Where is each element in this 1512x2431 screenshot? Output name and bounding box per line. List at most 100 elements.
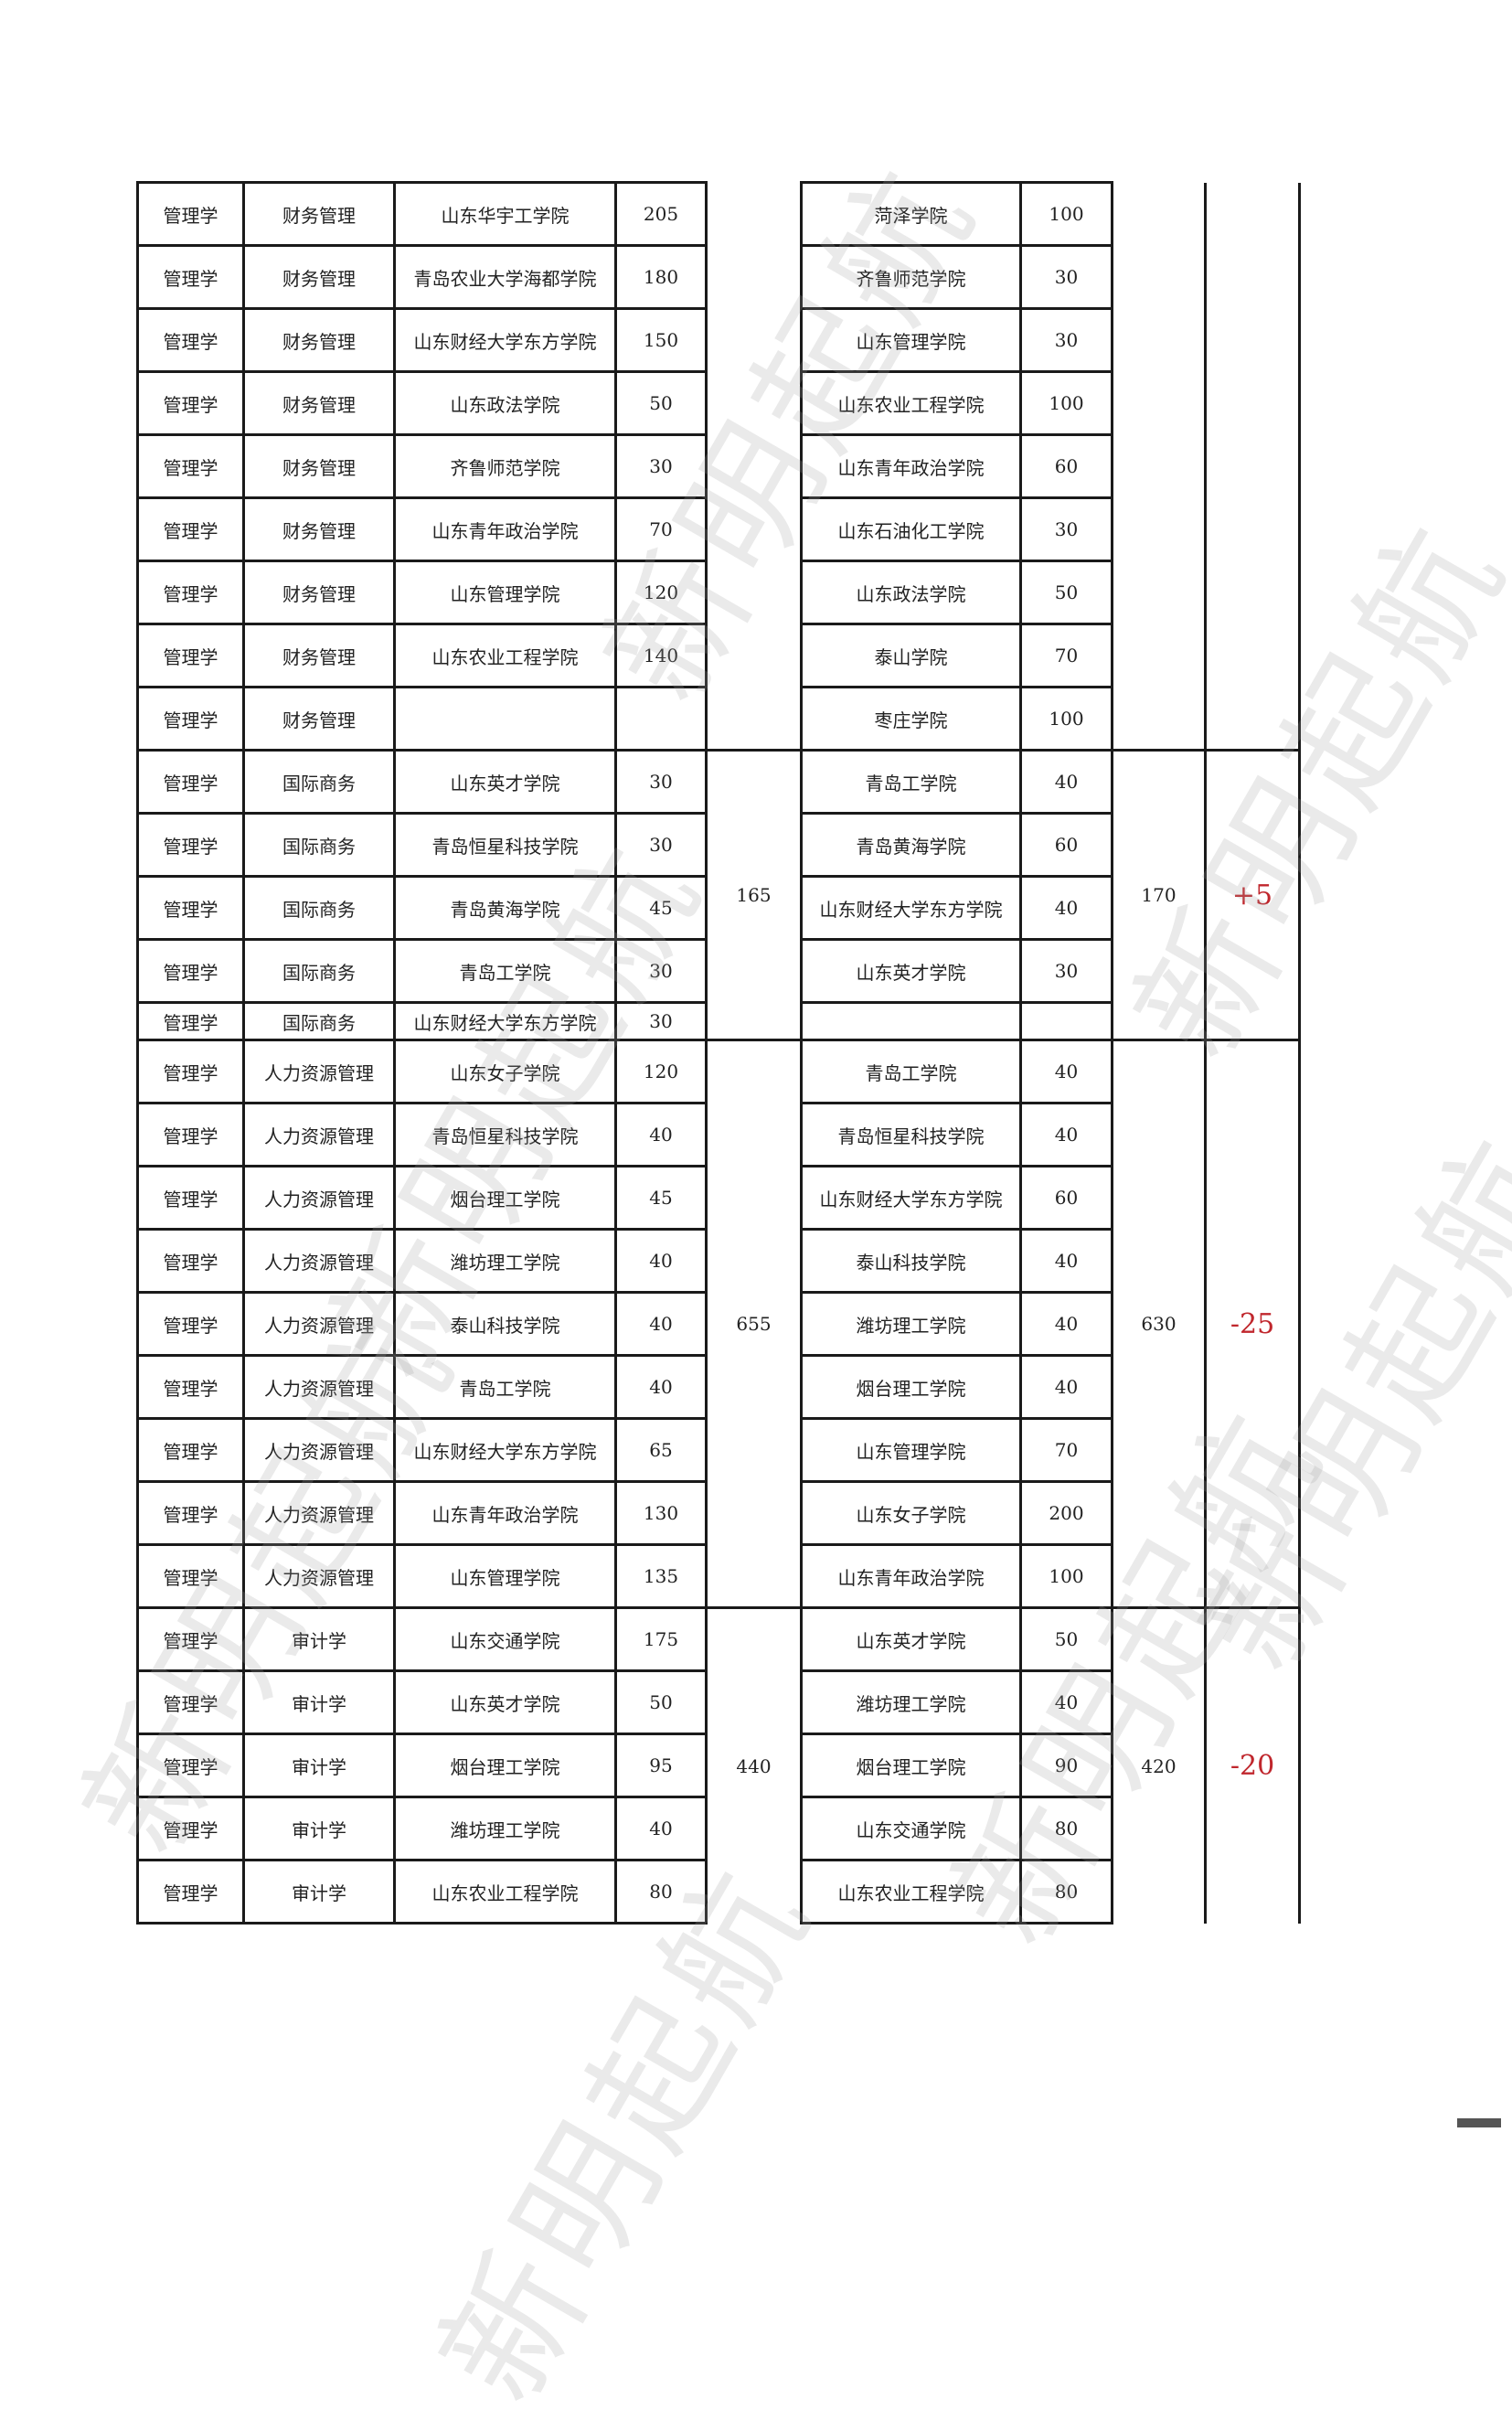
- table-row: 管理学 国际商务 山东财经大学东方学院 30: [136, 1001, 1300, 1041]
- change-cell: +5: [1204, 749, 1301, 1041]
- quota-cell: 80: [614, 1859, 708, 1925]
- new-school-cell: 山东财经大学东方学院: [800, 875, 1022, 941]
- school-cell: 山东管理学院: [393, 560, 617, 625]
- change-cell: -25: [1204, 1039, 1301, 1609]
- school-cell: 山东英才学院: [393, 749, 617, 815]
- change-cell: -20: [1204, 1606, 1301, 1924]
- new-school-cell: 山东石油化工学院: [800, 496, 1022, 562]
- quota-cell: 30: [614, 433, 708, 499]
- quota-cell: 65: [614, 1417, 708, 1483]
- table-row: 管理学 人力资源管理 青岛恒星科技学院 40 青岛恒星科技学院 40: [136, 1102, 1300, 1168]
- new-quota-cell: 200: [1019, 1480, 1113, 1546]
- new-school-cell: 潍坊理工学院: [800, 1669, 1022, 1735]
- new-quota-cell: 30: [1019, 938, 1113, 1004]
- new-quota-cell: 50: [1019, 1606, 1113, 1672]
- discipline-cell: 管理学: [136, 1354, 245, 1420]
- discipline-cell: 管理学: [136, 875, 245, 941]
- major-cell: 人力资源管理: [242, 1228, 396, 1294]
- new-school-cell: 青岛工学院: [800, 1039, 1022, 1104]
- new-school-cell: 泰山学院: [800, 623, 1022, 688]
- school-cell: [393, 686, 617, 752]
- major-cell: 财务管理: [242, 181, 396, 247]
- new-quota-cell: 80: [1019, 1859, 1113, 1925]
- discipline-cell: 管理学: [136, 244, 245, 310]
- table-row: 管理学 财务管理 山东农业工程学院 140 泰山学院 70: [136, 623, 1300, 688]
- major-cell: 国际商务: [242, 938, 396, 1004]
- discipline-cell: 管理学: [136, 749, 245, 815]
- new-school-cell: 山东交通学院: [800, 1796, 1022, 1861]
- change-cell: [1204, 182, 1301, 752]
- table-row: 管理学 人力资源管理 泰山科技学院 40 潍坊理工学院 40: [136, 1291, 1300, 1357]
- table-row: 管理学 财务管理 山东政法学院 50 山东农业工程学院 100: [136, 370, 1300, 436]
- new-school-cell: 山东财经大学东方学院: [800, 1165, 1022, 1231]
- new-quota-cell: [1019, 1001, 1113, 1041]
- new-quota-cell: 60: [1019, 1165, 1113, 1231]
- new-school-cell: 山东农业工程学院: [800, 370, 1022, 436]
- major-cell: 财务管理: [242, 496, 396, 562]
- school-cell: 山东青年政治学院: [393, 1480, 617, 1546]
- quota-cell: 45: [614, 875, 708, 941]
- discipline-cell: 管理学: [136, 1228, 245, 1294]
- major-cell: 财务管理: [242, 560, 396, 625]
- total-after-cell: [1111, 182, 1207, 752]
- new-quota-cell: 40: [1019, 1669, 1113, 1735]
- table-row: 管理学 审计学 山东英才学院 50 潍坊理工学院 40: [136, 1669, 1300, 1735]
- discipline-cell: 管理学: [136, 1417, 245, 1483]
- new-school-cell: 烟台理工学院: [800, 1733, 1022, 1798]
- new-quota-cell: 100: [1019, 686, 1113, 752]
- major-cell: 人力资源管理: [242, 1417, 396, 1483]
- new-school-cell: 山东青年政治学院: [800, 1543, 1022, 1609]
- new-school-cell: 山东政法学院: [800, 560, 1022, 625]
- major-cell: 财务管理: [242, 686, 396, 752]
- school-cell: 青岛工学院: [393, 1354, 617, 1420]
- total-after-cell: 420: [1111, 1606, 1207, 1924]
- school-cell: 青岛恒星科技学院: [393, 812, 617, 878]
- new-quota-cell: 60: [1019, 812, 1113, 878]
- quota-cell: 135: [614, 1543, 708, 1609]
- table-row: 管理学 财务管理 山东青年政治学院 70 山东石油化工学院 30: [136, 496, 1300, 562]
- new-school-cell: 青岛恒星科技学院: [800, 1102, 1022, 1168]
- quota-cell: 40: [614, 1102, 708, 1168]
- new-school-cell: 山东管理学院: [800, 307, 1022, 373]
- table-row: 管理学 审计学 山东农业工程学院 80 山东农业工程学院 80: [136, 1859, 1300, 1925]
- total-before-cell: 440: [705, 1606, 803, 1924]
- quota-cell: 30: [614, 812, 708, 878]
- new-school-cell: 青岛工学院: [800, 749, 1022, 815]
- discipline-cell: 管理学: [136, 1165, 245, 1231]
- new-school-cell: 菏泽学院: [800, 181, 1022, 247]
- new-school-cell: 山东女子学院: [800, 1480, 1022, 1546]
- new-school-cell: 齐鲁师范学院: [800, 244, 1022, 310]
- table-row: 管理学 国际商务 青岛恒星科技学院 30 青岛黄海学院 60: [136, 812, 1300, 878]
- new-quota-cell: 40: [1019, 875, 1113, 941]
- major-cell: 人力资源管理: [242, 1543, 396, 1609]
- new-quota-cell: 100: [1019, 370, 1113, 436]
- table-row: 管理学 人力资源管理 山东管理学院 135 山东青年政治学院 100: [136, 1543, 1300, 1609]
- site-logo: [1457, 2118, 1501, 2127]
- quota-cell: 45: [614, 1165, 708, 1231]
- discipline-cell: 管理学: [136, 1480, 245, 1546]
- new-quota-cell: 40: [1019, 1354, 1113, 1420]
- table-row: 管理学 国际商务 青岛黄海学院 45 山东财经大学东方学院 40: [136, 875, 1300, 941]
- major-cell: 人力资源管理: [242, 1354, 396, 1420]
- school-cell: 山东英才学院: [393, 1669, 617, 1735]
- major-cell: 审计学: [242, 1859, 396, 1925]
- table-row: 管理学 财务管理 枣庄学院 100: [136, 686, 1300, 752]
- new-quota-cell: 100: [1019, 1543, 1113, 1609]
- table-row: 管理学 审计学 烟台理工学院 95 烟台理工学院 90: [136, 1733, 1300, 1798]
- new-school-cell: 山东管理学院: [800, 1417, 1022, 1483]
- school-cell: 青岛恒星科技学院: [393, 1102, 617, 1168]
- new-quota-cell: 30: [1019, 244, 1113, 310]
- quota-cell: 140: [614, 623, 708, 688]
- school-cell: 烟台理工学院: [393, 1733, 617, 1798]
- major-cell: 国际商务: [242, 749, 396, 815]
- discipline-cell: 管理学: [136, 623, 245, 688]
- major-cell: 国际商务: [242, 875, 396, 941]
- table-row: 管理学 人力资源管理 烟台理工学院 45 山东财经大学东方学院 60: [136, 1165, 1300, 1231]
- major-cell: 财务管理: [242, 433, 396, 499]
- new-school-cell: 泰山科技学院: [800, 1228, 1022, 1294]
- discipline-cell: 管理学: [136, 307, 245, 373]
- new-school-cell: 山东英才学院: [800, 1606, 1022, 1672]
- new-school-cell: 山东英才学院: [800, 938, 1022, 1004]
- new-quota-cell: 40: [1019, 1228, 1113, 1294]
- major-cell: 审计学: [242, 1669, 396, 1735]
